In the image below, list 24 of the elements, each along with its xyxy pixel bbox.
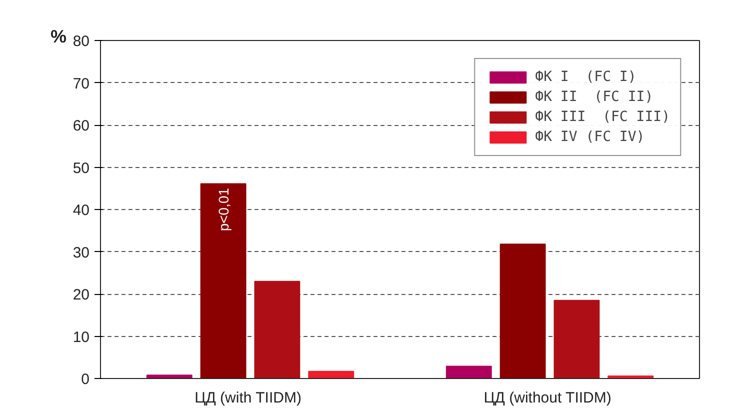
- bar: [200, 183, 246, 378]
- bar: [446, 366, 492, 378]
- bar: [146, 374, 192, 378]
- bar: [554, 300, 600, 378]
- y-tick-label: 70: [72, 75, 90, 92]
- x-tick-label: ЦД (without TIIDM): [484, 390, 612, 406]
- y-axis-title: %: [50, 26, 67, 46]
- y-tick-label: 50: [72, 160, 90, 177]
- y-tick-label: 30: [72, 244, 90, 262]
- y-tick-label: 0: [81, 371, 90, 388]
- legend-label: ФК III (FC III): [535, 109, 670, 125]
- bar: [254, 280, 300, 378]
- legend-label: ФК I (FC I): [535, 69, 636, 85]
- annotation: p<0,01: [215, 188, 232, 232]
- bar: [500, 244, 546, 378]
- y-tick-label: 20: [72, 286, 90, 304]
- legend-label: ФК II (FC II): [535, 89, 654, 105]
- y-tick-label: 60: [72, 118, 90, 134]
- y-tick-label: 10: [72, 328, 90, 346]
- legend-label: ФК IV (FC IV): [535, 129, 645, 145]
- x-tick-label: ЦД (with TIIDM): [194, 390, 302, 406]
- bar: [308, 370, 354, 378]
- y-tick-label: 80: [72, 33, 90, 50]
- y-tick-label: 40: [72, 202, 90, 219]
